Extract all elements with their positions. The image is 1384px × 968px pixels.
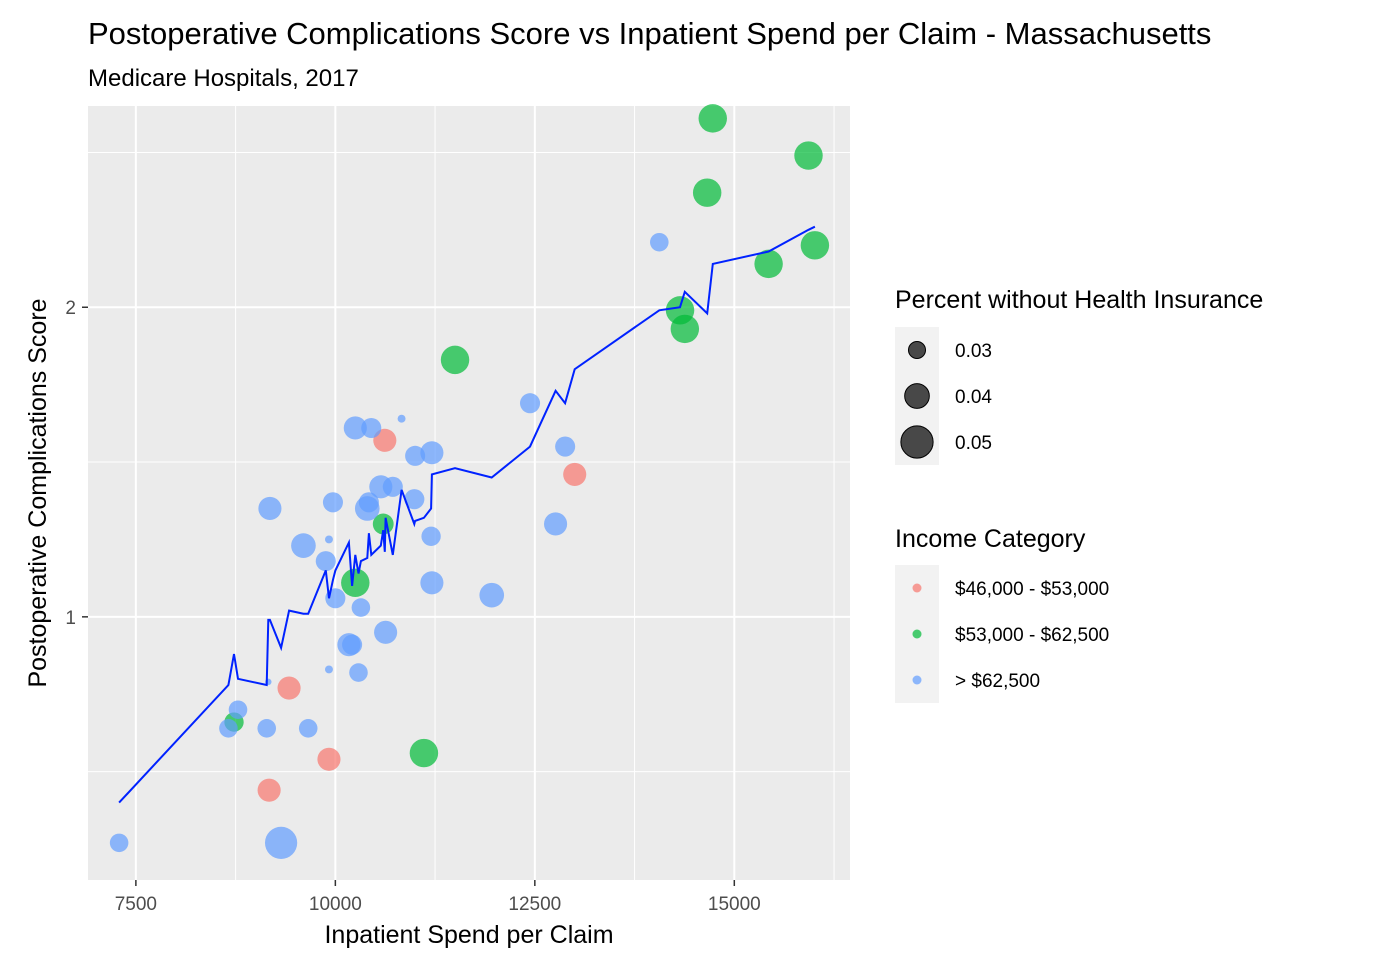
data-point [361, 417, 382, 439]
size-legend-label: 0.04 [955, 387, 992, 408]
trend-line [118, 225, 816, 804]
data-point [420, 571, 444, 595]
data-point [440, 345, 470, 375]
chart-subtitle: Medicare Hospitals, 2017 [88, 65, 359, 92]
data-point [228, 700, 248, 719]
color-legend-label: $46,000 - $53,000 [955, 579, 1109, 600]
data-point [315, 551, 336, 572]
data-point [325, 535, 333, 544]
color-legend-symbol [912, 675, 922, 685]
data-point [219, 719, 238, 738]
data-point [349, 663, 368, 682]
x-tick-label: 12500 [508, 894, 561, 915]
data-point [373, 428, 397, 452]
data-point [794, 141, 823, 170]
x-tick-label: 7500 [115, 894, 157, 915]
data-point [109, 833, 129, 853]
data-point [351, 598, 371, 617]
size-legend-title: Percent without Health Insurance [895, 286, 1263, 314]
color-legend-label: > $62,500 [955, 671, 1040, 692]
data-point [317, 747, 341, 771]
size-legend-symbol [900, 425, 934, 459]
data-point [397, 414, 406, 423]
data-point [257, 719, 277, 738]
data-point [563, 462, 587, 486]
x-tick-label: 15000 [708, 894, 761, 915]
y-axis-title: Postoperative Complications Score [24, 298, 52, 687]
data-points [109, 104, 830, 859]
size-legend-symbol [904, 383, 930, 409]
data-point [291, 533, 316, 558]
color-legend-title: Income Category [895, 525, 1086, 553]
size-legend: Percent without Health Insurance 0.03 0.0… [895, 286, 1263, 465]
size-legend-label: 0.05 [955, 433, 992, 454]
data-point [670, 314, 700, 344]
x-tick-label: 10000 [309, 894, 362, 915]
data-point [322, 492, 343, 513]
data-point [264, 826, 298, 859]
data-point [544, 512, 568, 536]
data-point [343, 416, 367, 440]
data-point [342, 634, 363, 655]
axes: 7500 10000 12500 15000 1 2 [65, 298, 760, 915]
data-point [325, 665, 333, 674]
data-point [698, 104, 727, 133]
data-point [257, 778, 281, 802]
color-legend-symbol [912, 629, 922, 639]
data-point [420, 441, 444, 465]
data-point [519, 393, 541, 414]
data-point [409, 738, 439, 768]
color-legend-label: $53,000 - $62,500 [955, 625, 1109, 646]
y-tick-label: 2 [65, 298, 76, 319]
data-point [800, 231, 830, 260]
data-point [650, 232, 669, 252]
chart-title: Postoperative Complications Score vs Inp… [88, 16, 1211, 51]
data-point [382, 476, 403, 497]
data-point [341, 568, 370, 598]
x-axis-title: Inpatient Spend per Claim [324, 921, 613, 949]
data-point [692, 178, 722, 207]
data-point [298, 719, 318, 738]
size-legend-label: 0.03 [955, 341, 992, 362]
data-point [405, 445, 426, 466]
data-point [358, 492, 379, 513]
plot-panel [88, 106, 850, 880]
data-point [258, 496, 282, 521]
y-tick-label: 1 [65, 608, 76, 629]
data-point [404, 489, 425, 510]
data-point [277, 676, 301, 700]
size-legend-symbol [907, 340, 927, 360]
data-point [421, 526, 441, 547]
data-point [754, 249, 783, 279]
data-point [374, 620, 398, 644]
data-point [555, 436, 576, 457]
data-point [479, 582, 505, 608]
color-legend-symbol [912, 583, 922, 593]
color-legend: Income Category $46,000 - $53,000 $53,000… [895, 525, 1109, 703]
